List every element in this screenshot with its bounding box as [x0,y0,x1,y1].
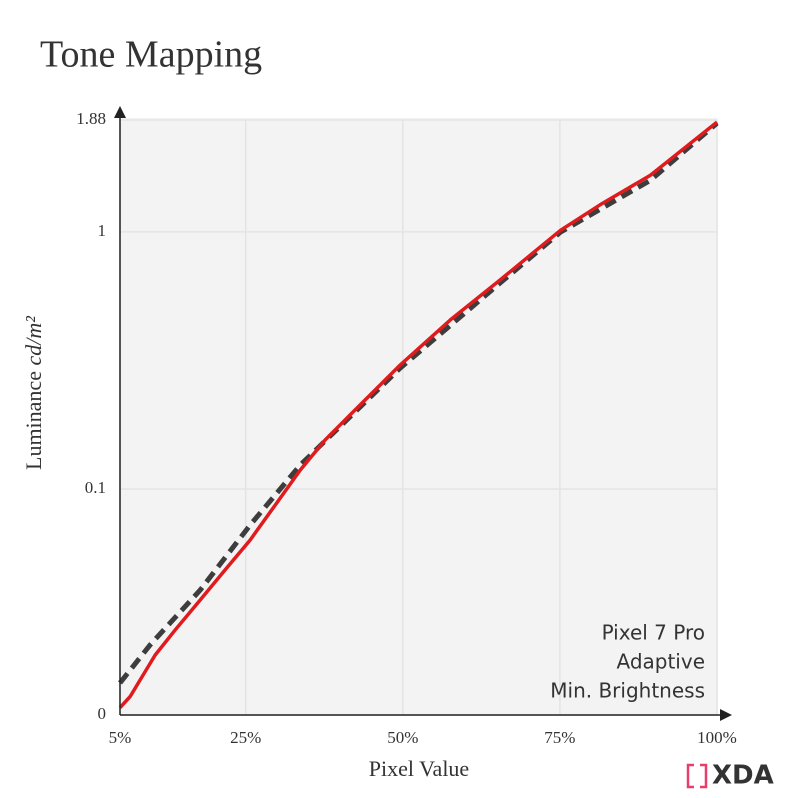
x-arrow [720,709,732,721]
x-tick-label: 75% [544,728,575,747]
y-axis-unit: cd/m² [21,316,46,366]
y-tick-label: 1 [98,221,107,240]
x-tick-label: 25% [230,728,261,747]
y-arrow [114,106,126,118]
y-tick-label: 0 [98,704,107,723]
chart-title: Tone Mapping [40,34,262,76]
x-tick-label: 50% [387,728,418,747]
annotation: Pixel 7 Pro [602,621,705,645]
x-tick-label: 100% [697,728,737,747]
y-tick-label: 1.88 [76,109,106,128]
annotation: Min. Brightness [550,679,705,703]
annotation: Adaptive [616,650,705,674]
x-axis-title: Pixel Value [369,756,469,781]
y-axis-title: Luminance cd/m² [21,316,46,470]
y-tick-label: 0.1 [85,478,106,497]
x-tick-label: 5% [109,728,132,747]
plot-area [120,118,718,715]
watermark: XDA [712,761,774,791]
logo-icon [686,763,708,789]
y-axis-label: Luminance [21,371,46,470]
line-series [118,120,719,709]
